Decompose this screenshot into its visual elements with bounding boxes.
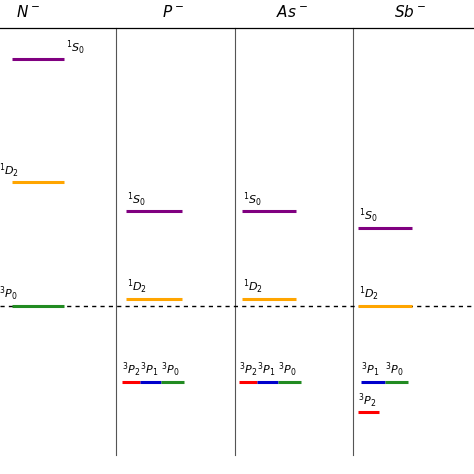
Text: $^1D_2$: $^1D_2$ [127, 278, 147, 296]
Text: $^1D_2$: $^1D_2$ [243, 278, 263, 296]
Text: $^1D_2$: $^1D_2$ [359, 285, 379, 303]
Text: $N^-$: $N^-$ [16, 4, 41, 20]
Text: $^3P_0$: $^3P_0$ [385, 361, 403, 379]
Text: $^3P_1$: $^3P_1$ [361, 361, 380, 379]
Text: $^3P_0$: $^3P_0$ [161, 361, 180, 379]
Text: $^3P_1$: $^3P_1$ [140, 361, 159, 379]
Text: $^1S_0$: $^1S_0$ [243, 190, 262, 209]
Text: $^3P_2$: $^3P_2$ [122, 361, 140, 379]
Text: $^1D_2$: $^1D_2$ [0, 162, 19, 180]
Text: $^1S_0$: $^1S_0$ [127, 190, 146, 209]
Text: $^3P_1$: $^3P_1$ [257, 361, 276, 379]
Text: $^3P_2$: $^3P_2$ [358, 392, 376, 410]
Text: $Sb^-$: $Sb^-$ [394, 4, 426, 20]
Text: $As^-$: $As^-$ [275, 4, 308, 20]
Text: $^3P_0$: $^3P_0$ [0, 285, 18, 303]
Text: $P^-$: $P^-$ [162, 4, 184, 20]
Text: $^1S_0$: $^1S_0$ [66, 38, 85, 57]
Text: $^1S_0$: $^1S_0$ [359, 207, 378, 225]
Text: $^3P_0$: $^3P_0$ [278, 361, 297, 379]
Text: $^3P_2$: $^3P_2$ [239, 361, 257, 379]
